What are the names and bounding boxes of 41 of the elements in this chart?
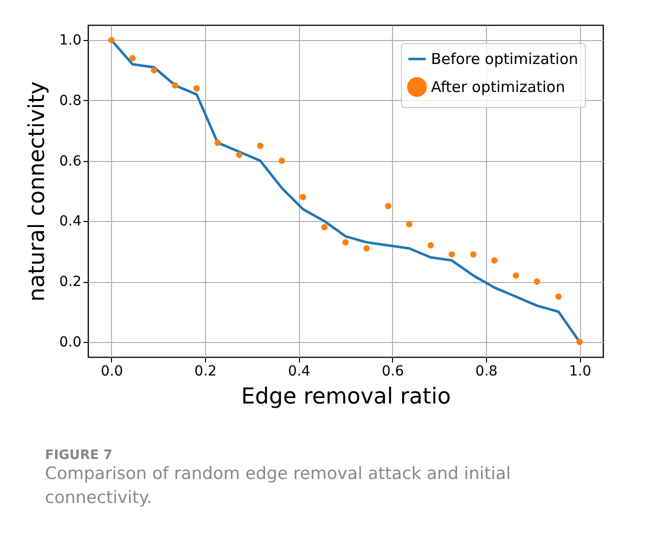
point	[257, 142, 264, 149]
point	[576, 338, 583, 346]
x-tick-label: 1.0	[568, 364, 592, 380]
point	[428, 242, 434, 248]
y-axis-title: natural connectivity	[25, 81, 50, 302]
point	[470, 251, 476, 258]
point	[512, 272, 520, 279]
point	[384, 202, 392, 210]
point	[193, 85, 200, 92]
point	[555, 293, 562, 300]
point	[300, 194, 306, 200]
x-tick-label: 0.4	[288, 364, 310, 380]
x-tick-label: 0.2	[194, 364, 217, 380]
y-tick-label: 1.0	[59, 32, 82, 49]
y-tick-label: 0.6	[59, 153, 82, 170]
point	[172, 82, 178, 89]
point	[491, 257, 498, 264]
text: Comparison of random edge removal attack and initial connectivity.	[45, 463, 512, 510]
point	[150, 67, 158, 74]
point	[236, 152, 242, 158]
point	[342, 239, 349, 246]
y-tick-label: 0.4	[59, 214, 82, 230]
point	[278, 158, 285, 164]
point	[448, 251, 455, 258]
legend-label: After optimization	[431, 78, 566, 96]
x-tick-label: 0.6	[382, 364, 404, 380]
caption: FIGURE 7	[45, 448, 114, 463]
point	[406, 221, 412, 228]
point	[129, 55, 136, 62]
y-tick-label: 0.8	[59, 92, 82, 109]
y-tick-label: 0.0	[59, 334, 82, 350]
legend-label: Before optimization	[431, 50, 578, 68]
x-axis-title: Edge removal ratio	[241, 384, 451, 410]
y-tick-label: 0.2	[59, 274, 82, 290]
x-tick-label: 0.0	[100, 364, 124, 380]
point	[534, 278, 540, 285]
point	[321, 224, 328, 230]
point	[363, 245, 370, 252]
point	[214, 140, 221, 146]
x-tick-label: 0.8	[475, 364, 498, 380]
point	[108, 36, 115, 44]
